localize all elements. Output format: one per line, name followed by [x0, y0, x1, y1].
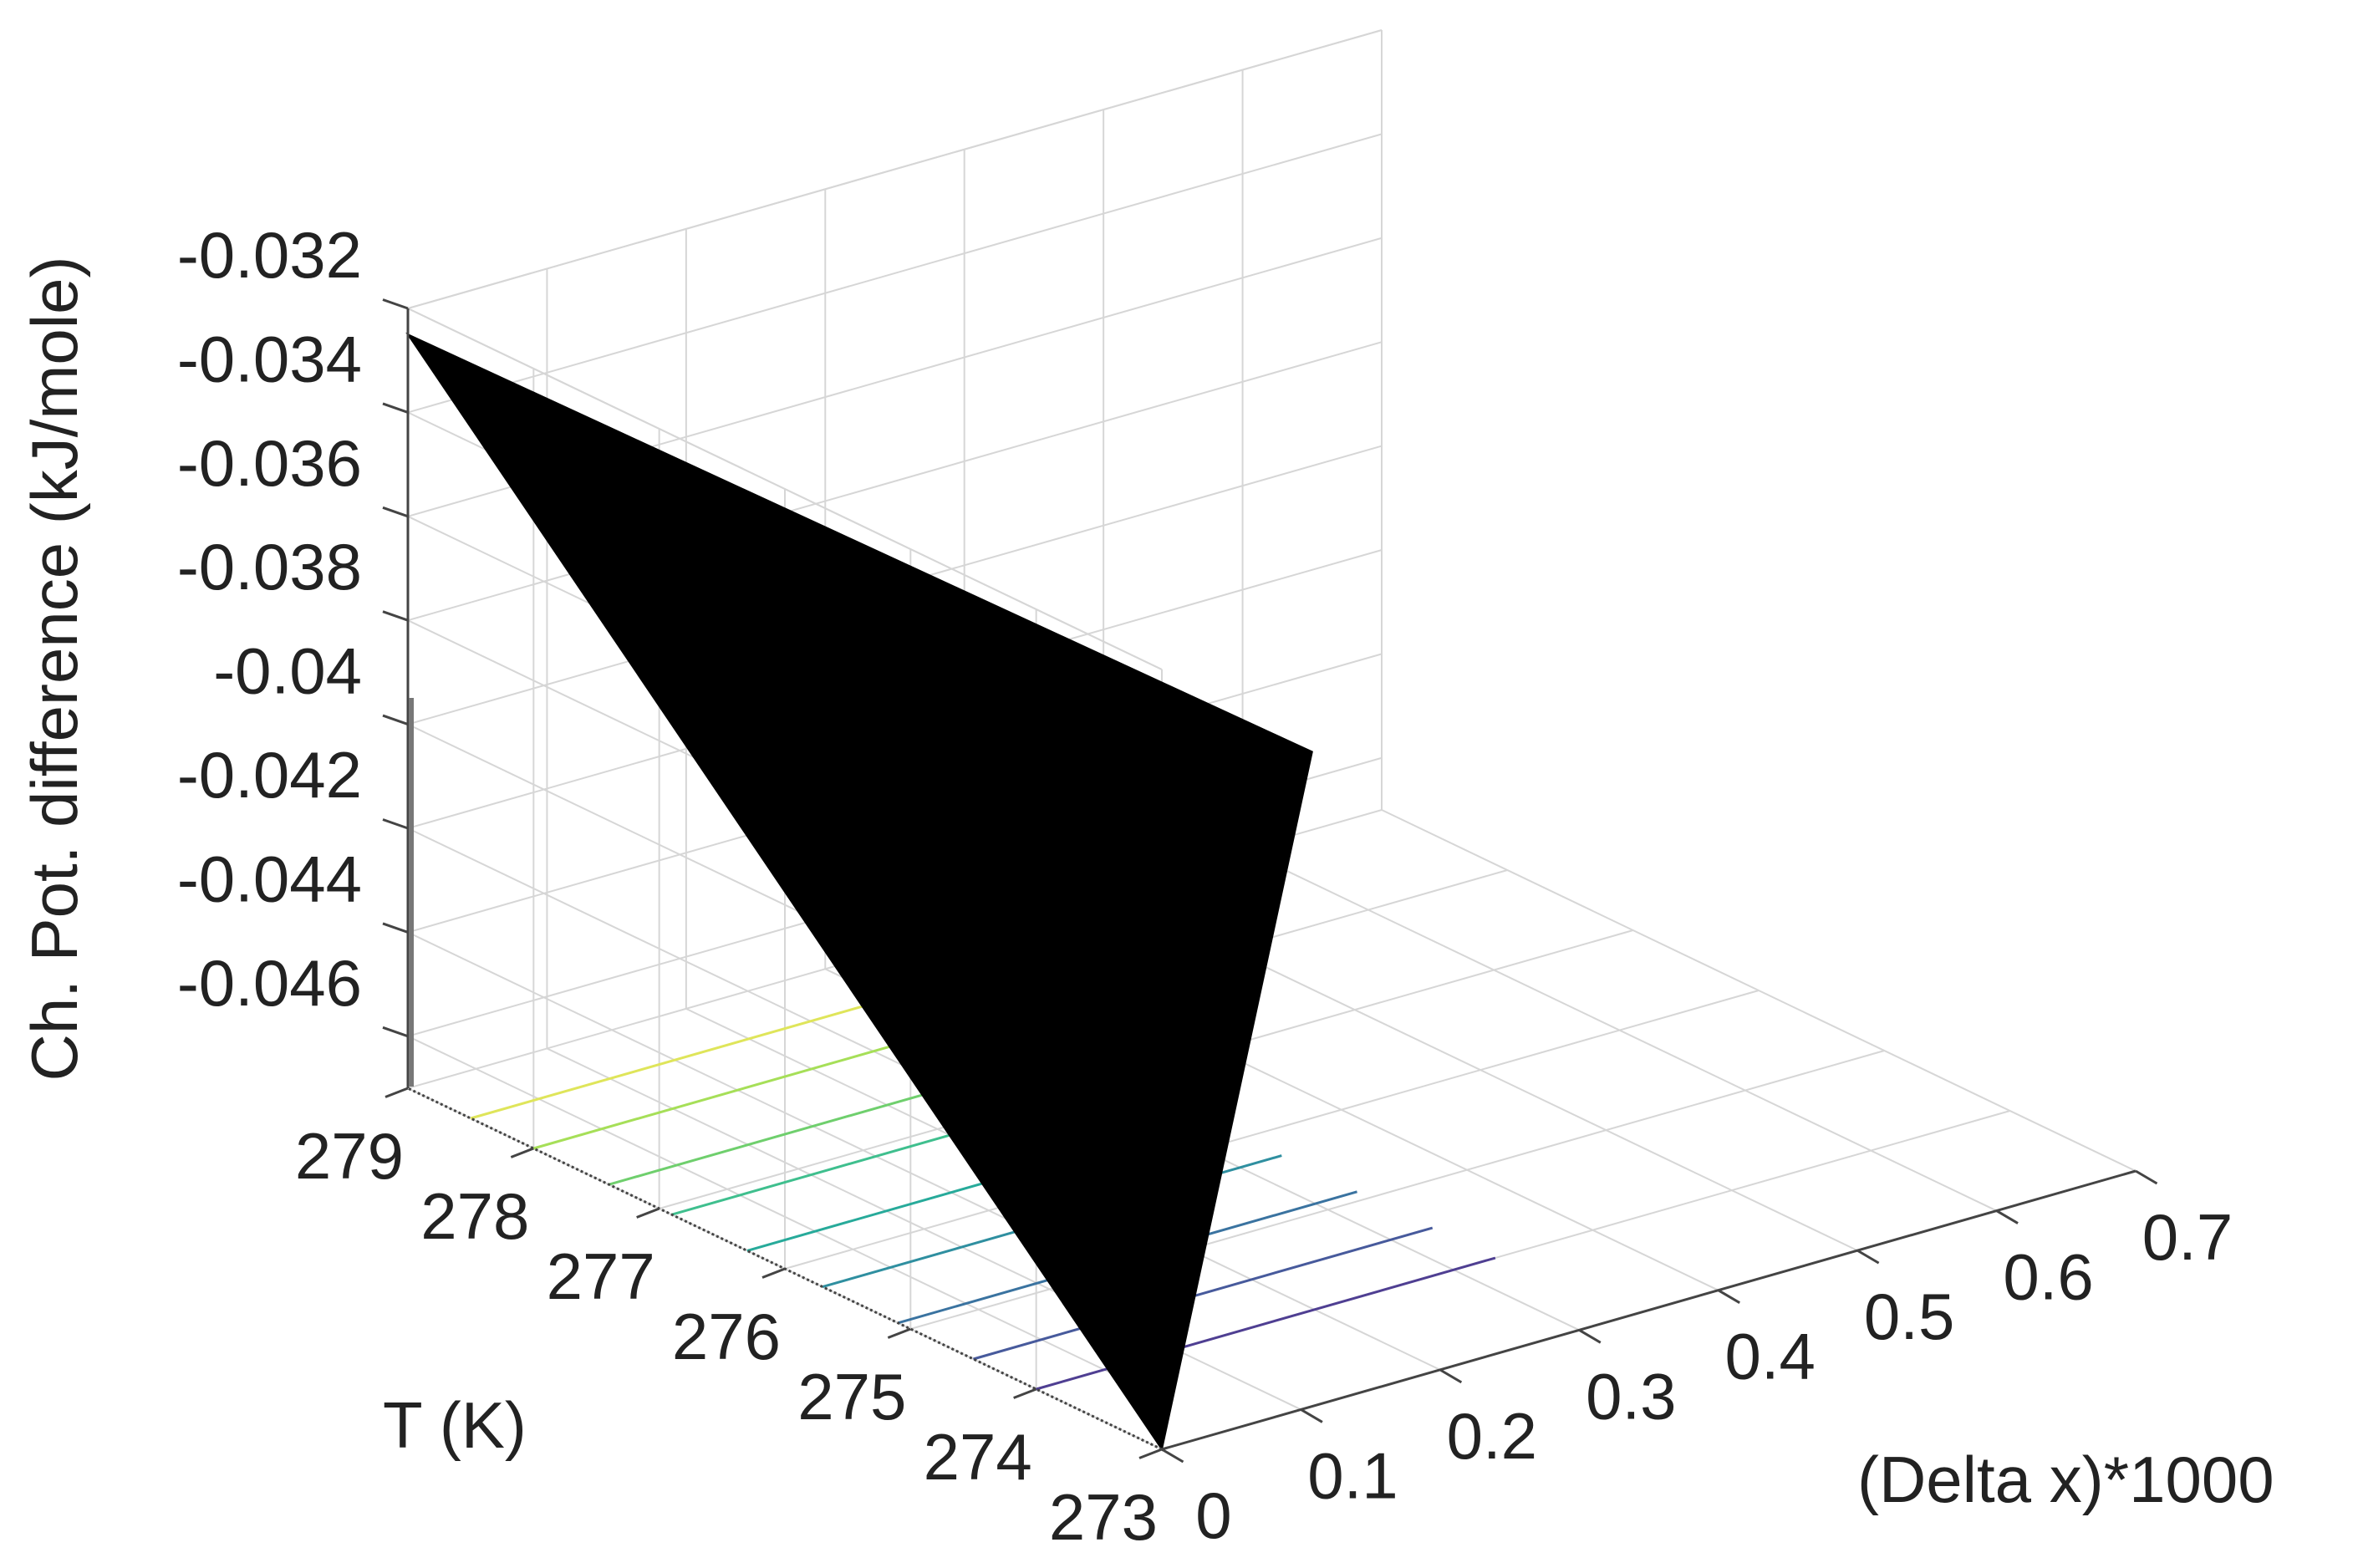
- x-tick: [1439, 1368, 1463, 1384]
- y-tick-label: 276: [672, 1300, 781, 1373]
- y-tick-label: 277: [547, 1240, 655, 1313]
- grid-line-back-z: [407, 133, 1383, 414]
- box-edge-top-side: [407, 308, 1163, 670]
- y-tick-label: 273: [1049, 1480, 1158, 1554]
- x-tick-label: 0: [1195, 1479, 1231, 1552]
- y-tick-label: 275: [797, 1360, 906, 1433]
- z-axis-scale-bar: [409, 698, 414, 1087]
- y-tick: [1138, 1448, 1163, 1459]
- y-tick: [1013, 1387, 1037, 1399]
- x-tick: [1161, 1448, 1184, 1464]
- z-tick-label: -0.046: [177, 946, 362, 1020]
- grid-line-floor-y: [784, 990, 1760, 1270]
- y-tick-label: 278: [420, 1179, 529, 1253]
- x-tick: [1578, 1328, 1602, 1344]
- y-axis-label: T (K): [383, 1388, 527, 1462]
- x-axis-label: (Delta x)*1000: [1857, 1443, 2274, 1516]
- y-tick: [385, 1087, 409, 1098]
- y-tick: [510, 1147, 534, 1158]
- x-tick: [2135, 1169, 2158, 1185]
- z-tick-label: -0.042: [177, 738, 362, 812]
- surface-patch: [405, 332, 1313, 1452]
- z-tick-label: -0.032: [177, 218, 362, 292]
- z-tick: [382, 402, 409, 414]
- z-tick-label: -0.034: [177, 322, 362, 395]
- x-tick-label: 0.6: [2003, 1240, 2093, 1314]
- x-tick-label: 0.4: [1724, 1320, 1815, 1393]
- z-tick-label: -0.036: [177, 426, 362, 500]
- x-tick-label: 0.3: [1586, 1359, 1676, 1433]
- contour-line: [470, 985, 930, 1120]
- z-axis-label: Ch. Pot. difference (kJ/mole): [18, 257, 91, 1082]
- x-axis-line: [1161, 1169, 2136, 1451]
- box-edge-top-back: [407, 29, 1383, 309]
- x-tick-label: 0.1: [1307, 1438, 1398, 1512]
- contour-line: [973, 1226, 1434, 1361]
- z-tick: [382, 1026, 409, 1038]
- z-tick-label: -0.044: [177, 842, 362, 915]
- z-tick-label: -0.038: [177, 530, 362, 603]
- x-tick: [1300, 1408, 1323, 1423]
- z-tick-label: -0.04: [213, 634, 362, 708]
- y-tick: [887, 1327, 911, 1339]
- y-tick: [636, 1207, 660, 1219]
- z-tick: [382, 610, 409, 622]
- x-tick-label: 0.2: [1447, 1399, 1537, 1473]
- x-tick-label: 0.5: [1864, 1280, 1954, 1353]
- x-tick: [1995, 1209, 2019, 1224]
- tick-labels: 0 0.1 0.2 0.3 0.4 0.5 0.6 0.7 273274275276277278…: [177, 218, 2233, 1554]
- x-tick: [1856, 1249, 1880, 1265]
- y-tick-label: 279: [295, 1119, 404, 1193]
- y-tick: [761, 1267, 786, 1279]
- surface: [405, 332, 1313, 1452]
- grid-line-side-z: [407, 1035, 1163, 1398]
- z-tick: [382, 818, 409, 830]
- z-tick: [382, 506, 409, 518]
- z-tick: [382, 714, 409, 726]
- axes: [382, 298, 2158, 1464]
- x-tick-label: 0.7: [2142, 1200, 2233, 1274]
- y-tick-label: 274: [924, 1420, 1032, 1494]
- z-tick: [382, 922, 409, 934]
- x-tick: [1717, 1289, 1740, 1305]
- z-tick: [382, 298, 409, 310]
